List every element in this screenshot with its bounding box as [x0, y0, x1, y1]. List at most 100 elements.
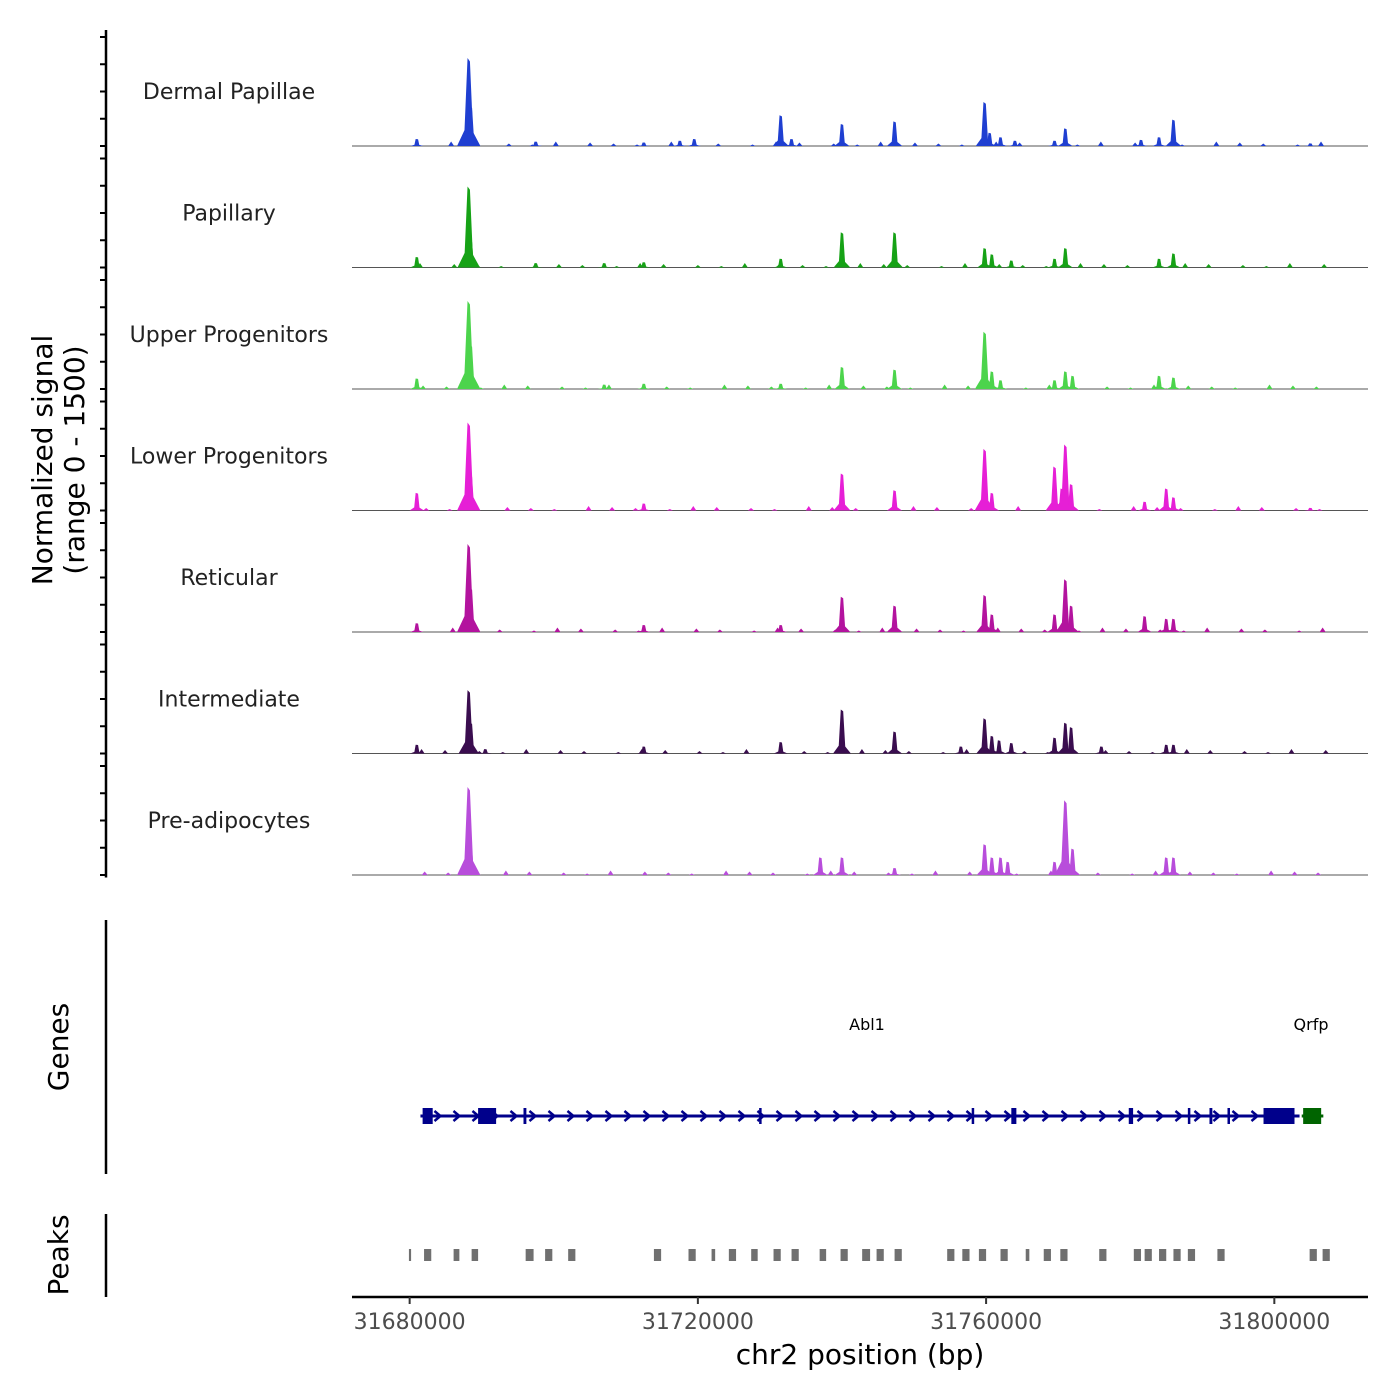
peak-region: [1043, 1249, 1051, 1261]
signal-noise: [693, 628, 700, 632]
signal-noise: [1129, 873, 1136, 875]
signal-noise: [1258, 507, 1265, 511]
track-label: Intermediate: [158, 688, 300, 713]
signal-peak: [410, 623, 424, 632]
signal-noise: [1263, 266, 1270, 268]
signal-peak: [457, 422, 481, 511]
signal-noise: [799, 265, 806, 268]
signal-noise: [852, 508, 859, 511]
peaks-track: [104, 1214, 1330, 1297]
signal-noise: [907, 387, 914, 389]
signal-peak: [984, 735, 1000, 754]
signal-peak: [887, 490, 903, 511]
signal-noise: [1205, 264, 1212, 268]
signal-peak: [463, 241, 479, 268]
peak-region: [471, 1249, 479, 1261]
signal-noise: [690, 506, 697, 511]
signal-noise: [718, 266, 725, 268]
signal-peak: [457, 186, 480, 268]
signal-peak: [1063, 484, 1079, 511]
signal-noise: [1261, 629, 1268, 632]
track-intermediate: [352, 690, 1368, 754]
signal-noise: [688, 873, 695, 875]
signal-noise: [798, 628, 805, 632]
signal-noise: [940, 752, 947, 754]
signal-noise: [1013, 873, 1020, 875]
signal-noise: [449, 627, 456, 632]
signal-noise: [858, 749, 865, 754]
peak-region: [1060, 1249, 1068, 1261]
track-pre-adipocytes: [352, 787, 1368, 876]
signal-peak: [1159, 744, 1173, 754]
signal-peak: [637, 383, 651, 389]
track-label: Reticular: [180, 566, 278, 591]
signal-noise: [1018, 628, 1025, 632]
signal-peak: [637, 262, 651, 268]
signal-peak: [833, 473, 851, 511]
strand-arrow: [1117, 1110, 1127, 1122]
signal-peak: [1064, 848, 1081, 875]
signal-noise: [1289, 385, 1296, 389]
signal-peak: [1166, 497, 1181, 511]
signal-noise: [1019, 265, 1026, 268]
strand-arrow: [737, 1110, 747, 1122]
signal-noise: [659, 627, 666, 632]
signal-noise: [804, 873, 811, 875]
signal-peak: [1166, 857, 1181, 875]
signal-noise: [938, 266, 945, 268]
signal-noise: [1286, 263, 1293, 268]
signal-peak: [993, 380, 1008, 389]
strand-arrow: [699, 1110, 709, 1122]
track-labels: Dermal Papillae Papillary Upper Progenitor…: [130, 80, 329, 834]
signal-peak: [457, 787, 481, 875]
signal-noise: [829, 507, 836, 511]
signal-noise: [1260, 143, 1267, 146]
signal-peak: [1094, 746, 1108, 754]
signal-noise: [827, 870, 834, 875]
genes-track-title: Genes: [42, 1003, 75, 1091]
signal-peak: [410, 744, 424, 754]
signal-peak: [977, 248, 993, 268]
signal-y-axis: [100, 30, 108, 878]
gene-label: Abl1: [849, 1015, 885, 1034]
signal-noise: [771, 509, 778, 511]
signal-noise: [961, 263, 968, 268]
signal-peak: [462, 106, 480, 146]
signal-noise: [826, 384, 833, 389]
signal-noise: [451, 264, 458, 268]
track-label: Dermal Papillae: [143, 80, 315, 105]
signal-peak: [774, 258, 788, 268]
signal-noise: [1130, 506, 1137, 511]
strand-arrow: [718, 1110, 728, 1122]
signal-peak: [463, 848, 479, 875]
peak-region: [1144, 1249, 1152, 1261]
signal-noise: [860, 385, 867, 389]
signal-peak: [834, 124, 850, 146]
signal-peak: [773, 742, 788, 754]
signal-noise: [554, 627, 561, 632]
signal-noise: [1233, 873, 1240, 875]
signal-noise: [1319, 627, 1326, 632]
peak-region: [711, 1249, 716, 1261]
strand-arrow: [566, 1110, 576, 1122]
signal-peak: [1137, 501, 1152, 511]
gene-exon: [1128, 1108, 1134, 1124]
track-label: Papillary: [182, 202, 276, 227]
signal-noise: [1104, 386, 1111, 389]
signal-peak: [1158, 488, 1174, 511]
signal-noise: [551, 509, 558, 511]
signal-peak: [529, 263, 543, 268]
signal-noise: [1208, 386, 1215, 389]
signal-noise: [751, 630, 758, 632]
signal-peak: [1000, 861, 1015, 875]
strand-arrow: [832, 1110, 842, 1122]
signal-noise: [663, 386, 670, 389]
signal-peak: [1004, 260, 1018, 268]
strand-arrow: [585, 1110, 595, 1122]
signal-noise: [1186, 871, 1193, 875]
signal-noise: [1021, 751, 1028, 754]
peak-region: [728, 1249, 737, 1261]
signal-noise: [1213, 141, 1220, 146]
peak-region: [978, 1249, 987, 1261]
signal-noise: [749, 144, 756, 146]
